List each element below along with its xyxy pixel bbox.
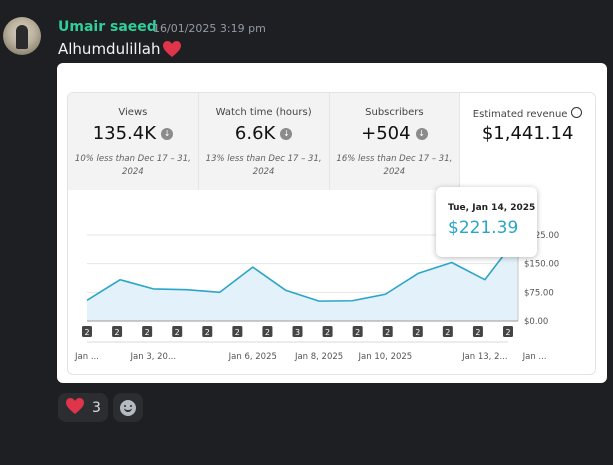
metric-subscribers[interactable]: Subscribers +504 ↓ 16% less than Dec 17 –… [329,93,461,190]
annotation-marker [262,326,273,337]
metric-label: Estimated revenue [472,109,568,120]
annotation-marker [232,326,243,337]
y-tick-label: $75.00 [524,288,554,298]
annotation-marker-label: 2 [445,328,450,337]
tooltip-date: Tue, Jan 14, 2025 [448,203,536,213]
annotation-marker-label: 2 [205,328,210,337]
annotation-marker-label: 3 [295,328,300,337]
revenue-line-chart[interactable]: $0.00 $75.00 $150.00 $225.00 2 2 2 2 2 2 2 3 2 2 2 2 2 2 2… [68,93,595,374]
annotation-marker [503,326,513,337]
add-reaction-button[interactable] [112,393,143,422]
y-tick-label: $0.00 [524,317,548,327]
heart-icon [65,397,85,419]
y-tick-label: $225.00 [524,231,559,241]
annotation-marker-label: 2 [415,328,420,337]
annotation-marker [292,326,303,337]
x-tick-label: Jan 6, 2025 [228,352,277,362]
message-text-row: Alhumdulillah [58,40,182,58]
metric-label: Subscribers [365,107,424,118]
annotation-marker-label: 2 [115,328,120,337]
annotation-marker [202,326,213,337]
chart-tooltip: Tue, Jan 14, 2025 $221.39 [436,187,537,257]
annotation-marker [412,326,423,337]
x-tick-label: Jan 8, 2025 [294,352,343,362]
metric-value: 6.6K [234,123,276,144]
x-tick-label: Jan 13, 2... [461,352,508,362]
metric-views[interactable]: Views 135.4K ↓ 10% less than Dec 17 – 31,… [68,93,199,190]
annotation-marker [382,326,393,337]
x-tick-label: Jan 10, 2025 [358,352,413,362]
metric-note: 10% less than Dec 17 – 31, 2024 [74,154,191,177]
annotation-marker-label: 2 [145,328,150,337]
heart-emoji-icon [162,40,182,58]
metric-value: $1,441.14 [481,123,574,144]
metric-value: 135.4K [92,123,157,144]
metric-label: Views [118,107,148,118]
series-line [86,235,519,302]
analytics-screenshot-attachment[interactable]: Views 135.4K ↓ 10% less than Dec 17 – 31,… [57,63,607,383]
metric-estimated-revenue[interactable]: Estimated revenue $1,441.14 [460,93,595,190]
annotation-marker-label: 2 [84,328,89,337]
reactions-bar: 3 [58,393,143,422]
metric-tabs: Views 135.4K ↓ 10% less than Dec 17 – 31,… [68,93,595,190]
message-timestamp: 16/01/2025 3:19 pm [153,22,266,35]
y-tick-label: $150.00 [524,260,559,270]
arrow-down-icon: ↓ [415,127,428,140]
metric-note: 13% less than Dec 17 – 31, 2024 [205,154,322,177]
heart-reaction[interactable]: 3 [58,393,108,422]
annotation-marker [112,326,123,337]
annotation-marker-label: 2 [355,328,360,337]
metric-watch-time[interactable]: Watch time (hours) 6.6K ↓ 13% less than D… [198,93,330,190]
tooltip-value: $221.39 [448,218,519,238]
annotation-marker-label: 2 [505,328,510,337]
annotation-marker-label: 2 [235,328,240,337]
analytics-panel: Views 135.4K ↓ 10% less than Dec 17 – 31,… [67,92,596,375]
annotation-marker-label: 2 [385,328,390,337]
author-name[interactable]: Umair saeed [58,19,157,35]
x-tick-label: Jan ... [522,352,547,362]
annotation-marker [172,326,183,337]
annotation-marker-label: 2 [475,328,480,337]
annotation-marker-label: 2 [325,328,330,337]
metric-value: +504 [361,123,411,144]
smiley-icon [119,399,136,416]
metric-label: Watch time (hours) [215,107,312,118]
arrow-down-icon: ↓ [161,127,174,140]
area-fill [87,236,518,321]
annotation-marker [352,326,363,337]
annotation-marker [472,326,483,337]
message-text: Alhumdulillah [58,40,161,58]
annotation-marker [322,326,333,337]
author-avatar[interactable] [3,17,41,55]
annotation-marker [442,326,453,337]
annotation-marker [82,326,92,337]
annotation-marker-label: 2 [175,328,180,337]
annotation-marker [142,326,153,337]
annotation-marker-label: 2 [265,328,270,337]
x-tick-label: Jan 3, 20... [130,352,177,362]
clock-icon [571,107,583,118]
arrow-down-icon: ↓ [280,127,293,140]
metric-note: 16% less than Dec 17 – 31, 2024 [336,154,453,177]
reaction-count: 3 [92,399,101,416]
x-tick-label: Jan ... [74,352,99,362]
